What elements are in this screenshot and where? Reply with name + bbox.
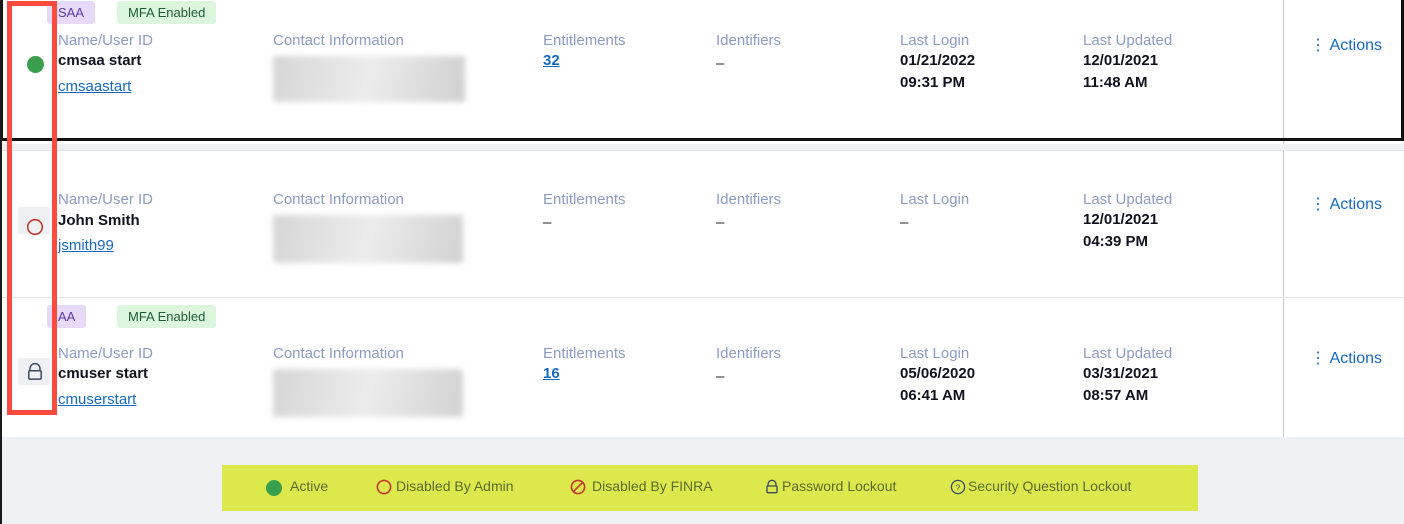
svg-text:?: ? — [956, 484, 961, 493]
